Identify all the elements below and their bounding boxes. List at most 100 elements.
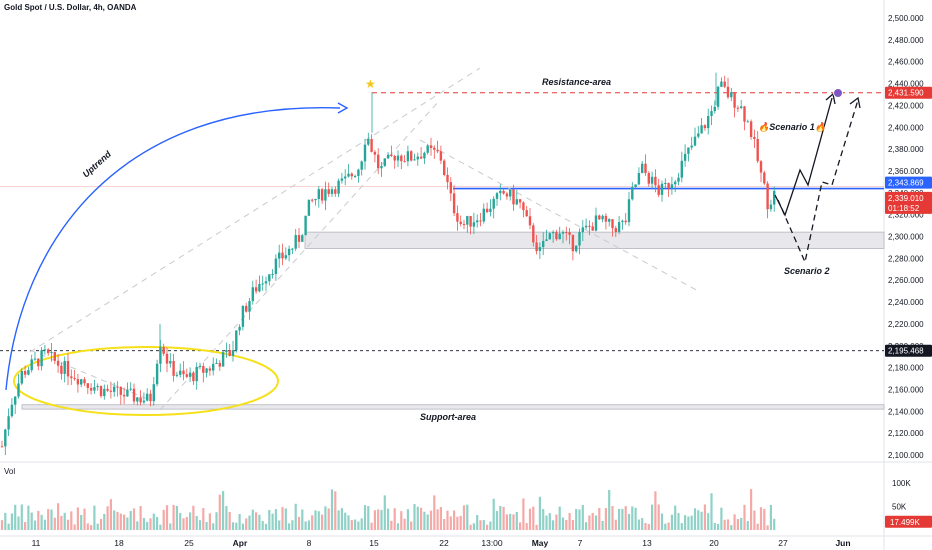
volume-bar (241, 523, 244, 530)
candle-body (311, 199, 314, 201)
candle-body (119, 386, 122, 395)
candle-body (287, 248, 291, 256)
candle-body (773, 190, 776, 205)
candle-body (172, 360, 175, 376)
volume-bar (50, 509, 53, 530)
volume-bar (218, 494, 221, 530)
y-tick-label: 2,400.000 (888, 123, 924, 132)
volume-bar (406, 509, 409, 530)
volume-bar (208, 513, 211, 530)
candle-body (56, 360, 60, 366)
candle-body (103, 388, 106, 397)
y-tick-label: 2,180.000 (888, 364, 924, 373)
volume-bar (446, 510, 449, 530)
candle-body (238, 326, 241, 331)
candle-body (763, 172, 766, 184)
volume-bar (123, 514, 126, 530)
candle-body (594, 215, 598, 231)
candle-body (743, 106, 746, 122)
candle-body (17, 383, 20, 397)
x-tick-label: 18 (114, 538, 124, 548)
volume-bar (14, 504, 17, 530)
candle-body (710, 111, 713, 116)
volume-bar (119, 513, 122, 530)
volume-bar (687, 516, 690, 530)
volume-bar (17, 516, 20, 530)
candle-body (386, 154, 390, 159)
candle-body (749, 121, 753, 137)
candle-body (482, 208, 485, 222)
volume-bar (756, 523, 759, 530)
volume-bar (413, 504, 416, 530)
candle-body (221, 352, 225, 367)
candle-body (225, 350, 228, 353)
volume-bar (96, 523, 99, 530)
volume-bar (763, 508, 766, 530)
candle-body (40, 350, 43, 367)
volume-bar (657, 504, 660, 530)
candle-body (674, 181, 677, 185)
volume-bar (621, 508, 624, 530)
volume-bar (80, 514, 83, 530)
volume-bar (363, 505, 367, 530)
candle-body (155, 363, 159, 385)
volume-bar (555, 514, 558, 530)
volume-bar (611, 506, 614, 530)
volume-bar (614, 519, 617, 530)
candle-body (218, 362, 221, 367)
candle-body (644, 163, 647, 174)
volume-bar (33, 520, 37, 530)
volume-bar (713, 522, 716, 530)
y-tick-label: 2,300.000 (888, 233, 924, 242)
volume-bar (565, 519, 568, 530)
channel-line (29, 67, 481, 353)
volume-bar (70, 511, 73, 530)
candle-body (53, 352, 56, 361)
candle-body (634, 184, 637, 188)
y-tick-label: 2,140.000 (888, 407, 924, 416)
volume-bar (700, 511, 703, 530)
candle-body (122, 394, 126, 397)
volume-bar (10, 513, 13, 530)
candle-body (403, 161, 406, 163)
scenario2-label: Scenario 2 (784, 266, 830, 276)
candle-body (367, 138, 370, 145)
candle-body (479, 220, 482, 222)
volume-bar (571, 520, 574, 530)
volume-bar (159, 524, 162, 530)
volume-bar (684, 515, 687, 530)
candle-body (492, 198, 495, 209)
volume-bar (773, 518, 776, 530)
candle-body (654, 176, 657, 186)
y-tick-label: 2,360.000 (888, 167, 924, 176)
volume-bar (27, 505, 30, 530)
volume-bar (288, 523, 291, 530)
volume-bar (281, 506, 284, 530)
candle-body (340, 178, 344, 181)
price-tag (885, 86, 932, 99)
candle-body (542, 240, 545, 248)
volume-bar (103, 513, 106, 530)
volume-bar (0, 520, 4, 530)
volume-bar (750, 489, 753, 530)
volume-bar (697, 510, 700, 530)
candle-body (23, 370, 27, 375)
candle-body (149, 393, 152, 402)
candle-body (60, 365, 63, 374)
price-tag (885, 176, 932, 189)
volume-bar (720, 507, 723, 530)
candle-body (294, 235, 297, 249)
volume-bars (0, 489, 776, 530)
candle-body (350, 173, 353, 177)
y-tick-label: 2,280.000 (888, 254, 924, 263)
volume-bar (439, 507, 442, 530)
candle-body (416, 156, 419, 160)
candle-body (591, 226, 594, 231)
candle-body (707, 115, 710, 129)
volume-bar (519, 522, 522, 530)
volume-bar (578, 509, 581, 530)
volume-bar (57, 503, 60, 530)
uptrend-arrowhead (337, 102, 349, 114)
volume-bar (634, 507, 637, 530)
